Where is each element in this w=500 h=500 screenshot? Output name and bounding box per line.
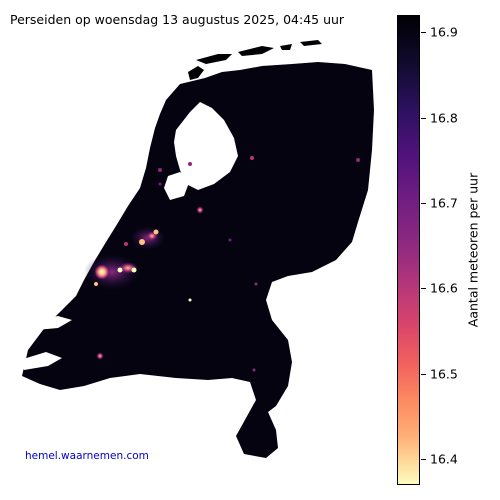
colorbar-tick-label: 16.7 [430, 195, 458, 211]
colorbar [397, 15, 420, 485]
colorbar-tick [421, 117, 426, 119]
colorbar-tick [421, 288, 426, 290]
ijsselmeer [174, 102, 238, 190]
map-title: Perseiden op woensdag 13 augustus 2025, … [10, 12, 345, 27]
colorbar-label: Aantal meteoren per uur [465, 172, 481, 328]
wadden-islands [188, 40, 322, 80]
colorbar-tick [421, 203, 426, 204]
colorbar-tick-label: 16.6 [430, 280, 458, 296]
urban-glow [84, 156, 360, 372]
markermeer [164, 172, 190, 200]
colorbar-tick-label: 16.8 [430, 110, 458, 126]
colorbar-tick [421, 32, 426, 34]
colorbar-tick-label: 16.5 [430, 366, 458, 382]
colorbar-tick [421, 459, 426, 461]
netherlands-landmass [22, 62, 374, 458]
delta-waters [20, 316, 72, 370]
colorbar-tick [421, 373, 426, 375]
colorbar-tick-label: 16.4 [430, 451, 458, 467]
source-link[interactable]: hemel.waarnemen.com [25, 450, 149, 462]
colorbar-tick-label: 16.9 [430, 24, 458, 40]
